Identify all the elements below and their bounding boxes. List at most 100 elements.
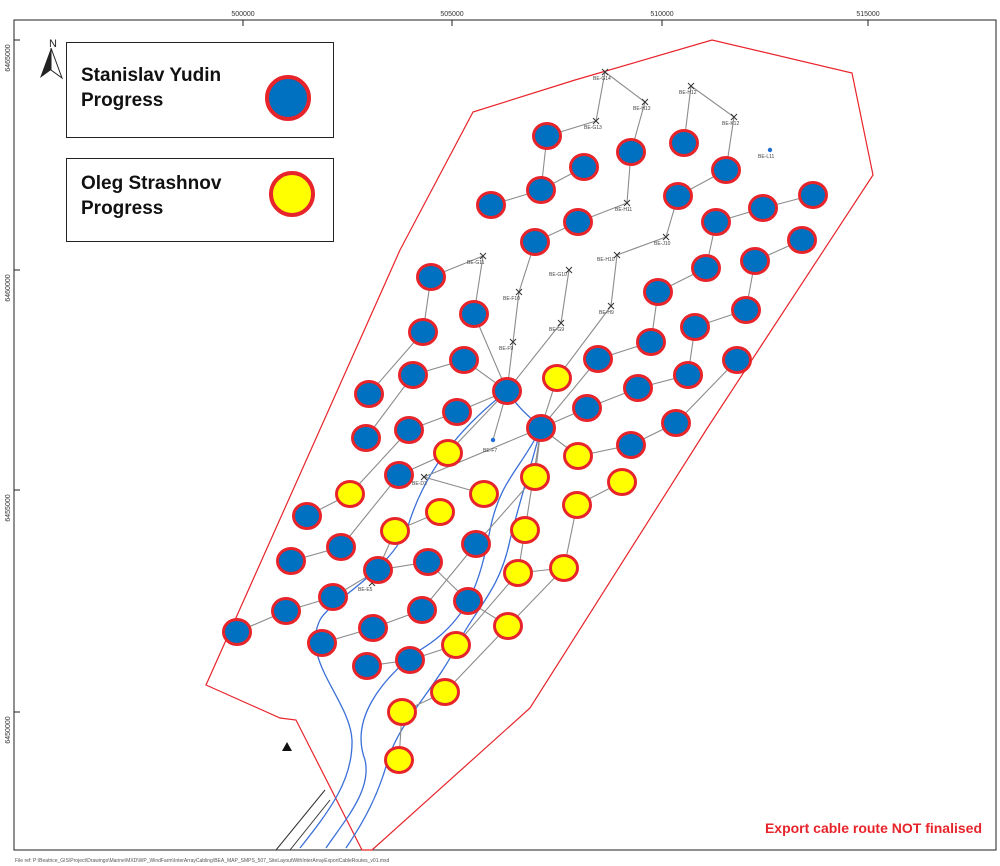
y-tick-label: 6465000 [5, 44, 12, 71]
pending-turbine-dot [767, 147, 773, 153]
oleg-strashnov-turbine [607, 468, 637, 496]
onshore-cable-2 [289, 799, 331, 851]
stanislav-yudin-turbine [520, 228, 550, 256]
oleg-strashnov-turbine [387, 698, 417, 726]
oleg-strashnov-turbine [510, 516, 540, 544]
file-path: File ref: P:\Beatrice_GIS\Project\Drawin… [15, 858, 390, 864]
tick-labels: 500000 505000 510000 515000 6465000 6460000 64… [5, 11, 880, 744]
stanislav-yudin-turbine [326, 533, 356, 561]
site-boundary [205, 39, 874, 851]
pending-turbine-label: BE-F10 [503, 296, 520, 302]
pending-turbine-label: BE-F7 [483, 448, 497, 454]
stanislav-yudin-turbine [354, 380, 384, 408]
stanislav-yudin-turbine [616, 138, 646, 166]
pending-turbine-cross [601, 68, 609, 76]
oleg-strashnov-turbine [549, 554, 579, 582]
stanislav-yudin-turbine [292, 502, 322, 530]
pending-turbine-dot [490, 437, 496, 443]
substation-triangle-icon [282, 742, 292, 751]
legend-label-stanislav: Stanislav Yudin Progress [81, 65, 222, 111]
stanislav-yudin-turbine [532, 122, 562, 150]
x-tick-label: 500000 [231, 11, 254, 18]
stanislav-yudin-turbine [798, 181, 828, 209]
cable-string [365, 359, 508, 439]
oleg-strashnov-turbine [335, 480, 365, 508]
pending-turbine-label: BE-D3 [412, 481, 427, 487]
stanislav-yudin-turbine [398, 361, 428, 389]
stanislav-yudin-turbine [449, 346, 479, 374]
boundary-outline [205, 39, 874, 851]
y-tick-label: 6460000 [5, 274, 12, 301]
stanislav-yudin-turbine [643, 278, 673, 306]
cable-string [236, 481, 623, 633]
stanislav-yudin-turbine [663, 182, 693, 210]
yellow-turbine-swatch [269, 171, 315, 217]
stanislav-yudin-turbine [276, 547, 306, 575]
legend-stanislav-yudin: Stanislav Yudin Progress [66, 42, 334, 138]
pending-turbine-label: BE-G14 [593, 76, 611, 82]
cable-string [540, 85, 735, 429]
oleg-strashnov-turbine [384, 746, 414, 774]
cable-string [398, 625, 509, 761]
stanislav-yudin-turbine [711, 156, 741, 184]
stanislav-yudin-turbine [492, 377, 522, 405]
pending-turbine-cross [623, 199, 631, 207]
x-tick-label: 515000 [856, 11, 879, 18]
pending-turbine-label: BE-F9 [499, 346, 513, 352]
oleg-strashnov-turbine [563, 442, 593, 470]
stanislav-yudin-turbine [222, 618, 252, 646]
pending-turbine-cross [613, 251, 621, 259]
oleg-strashnov-turbine [542, 364, 572, 392]
stanislav-yudin-turbine [351, 424, 381, 452]
pending-turbine-cross [662, 233, 670, 241]
stanislav-yudin-turbine [271, 597, 301, 625]
stanislav-yudin-turbine [526, 414, 556, 442]
stanislav-yudin-turbine [616, 431, 646, 459]
pending-turbine-label: BE-G9 [549, 327, 564, 333]
oleg-strashnov-turbine [493, 612, 523, 640]
oleg-strashnov-turbine [469, 480, 499, 508]
export-cable-notice: Export cable route NOT finalised [764, 820, 982, 836]
stanislav-yudin-turbine [461, 530, 491, 558]
oleg-strashnov-turbine [433, 439, 463, 467]
export-cable-1 [299, 390, 508, 849]
stanislav-yudin-turbine [307, 629, 337, 657]
stanislav-yudin-turbine [453, 587, 483, 615]
stanislav-yudin-turbine [395, 646, 425, 674]
stanislav-yudin-turbine [476, 191, 506, 219]
stanislav-yudin-turbine [748, 194, 778, 222]
pending-turbine-label: BE-H11 [615, 207, 632, 213]
pending-turbine-cross [420, 473, 428, 481]
y-tick-label: 6450000 [5, 716, 12, 743]
pending-turbine-label: BE-G11 [467, 260, 485, 266]
stanislav-yudin-turbine [352, 652, 382, 680]
y-tick-label: 6455000 [5, 494, 12, 521]
pending-turbine-label: BE-H12 [679, 90, 697, 96]
pending-turbine-label: BE-G13 [584, 125, 602, 131]
pending-turbine-label: BE-H13 [633, 106, 651, 112]
grid-ticks [14, 20, 869, 713]
stanislav-yudin-turbine [358, 614, 388, 642]
stanislav-yudin-turbine [701, 208, 731, 236]
stanislav-yudin-turbine [363, 556, 393, 584]
pending-turbine-label: BE-H10 [597, 257, 615, 263]
legend-oleg-strashnov: Oleg Strashnov Progress [66, 158, 334, 242]
stanislav-yudin-turbine [740, 247, 770, 275]
pending-turbine-cross [592, 117, 600, 125]
pending-turbine-cross [479, 252, 487, 260]
stanislav-yudin-turbine [673, 361, 703, 389]
stanislav-yudin-turbine [623, 374, 653, 402]
legend-label-oleg: Oleg Strashnov Progress [81, 173, 222, 219]
oleg-strashnov-turbine [503, 559, 533, 587]
stanislav-yudin-turbine [731, 296, 761, 324]
pending-turbine-label: BE-L11 [758, 154, 775, 160]
stanislav-yudin-turbine [661, 409, 691, 437]
stanislav-yudin-turbine [572, 394, 602, 422]
stanislav-yudin-turbine [680, 313, 710, 341]
stanislav-yudin-turbine [526, 176, 556, 204]
stanislav-yudin-turbine [416, 263, 446, 291]
stanislav-yudin-turbine [394, 416, 424, 444]
stanislav-yudin-turbine [459, 300, 489, 328]
pending-turbine-cross [730, 113, 738, 121]
stanislav-yudin-turbine [563, 208, 593, 236]
